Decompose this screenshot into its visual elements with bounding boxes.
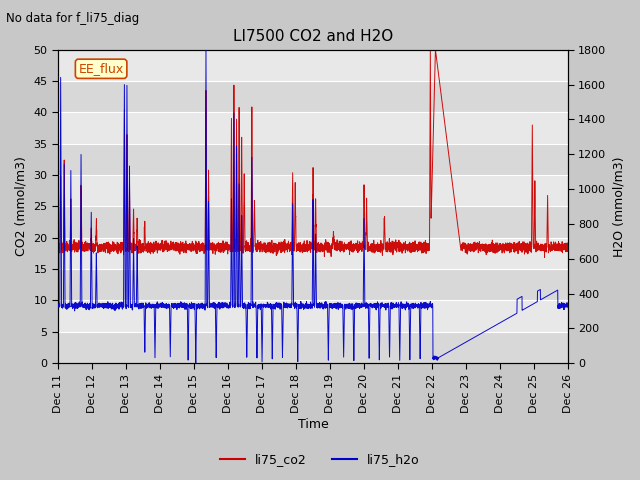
Y-axis label: H2O (mmol/m3): H2O (mmol/m3): [612, 156, 625, 257]
X-axis label: Time: Time: [298, 419, 328, 432]
Bar: [58, 81, 568, 112]
Title: LI7500 CO2 and H2O: LI7500 CO2 and H2O: [233, 29, 393, 44]
Y-axis label: CO2 (mmol/m3): CO2 (mmol/m3): [15, 156, 28, 256]
Legend: li75_co2, li75_h2o: li75_co2, li75_h2o: [215, 448, 425, 471]
Bar: [58, 269, 568, 300]
Bar: [58, 144, 568, 175]
Bar: [58, 332, 568, 363]
Text: No data for f_li75_diag: No data for f_li75_diag: [6, 12, 140, 25]
Text: EE_flux: EE_flux: [79, 62, 124, 75]
Bar: [58, 206, 568, 238]
